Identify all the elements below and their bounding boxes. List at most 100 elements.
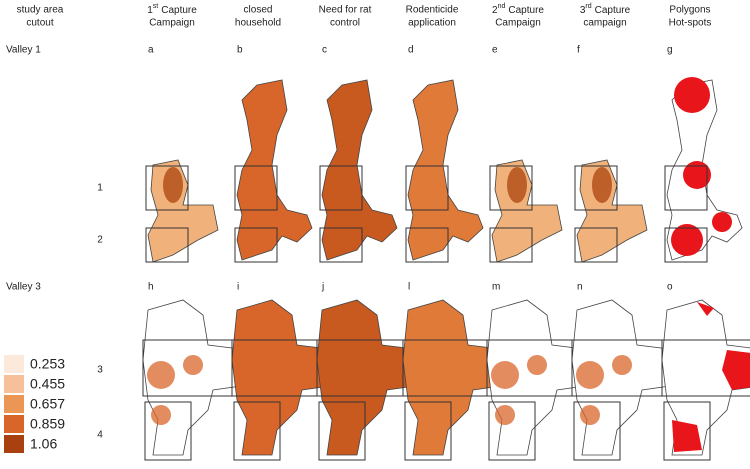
panel-letter: e bbox=[492, 45, 498, 56]
panel-letter: j bbox=[321, 282, 324, 293]
column-header: campaign bbox=[583, 18, 626, 29]
ordinal-suffix: rd bbox=[585, 3, 591, 10]
valley-label: Valley 3 bbox=[6, 282, 41, 293]
study-box bbox=[661, 339, 750, 397]
study-box bbox=[574, 165, 618, 211]
valley-label: Valley 1 bbox=[6, 45, 41, 56]
study-box bbox=[664, 227, 708, 263]
column-header: 1st Capture bbox=[147, 3, 197, 16]
column-header: Rodenticide bbox=[406, 5, 459, 16]
ordinal: 2 bbox=[492, 5, 498, 16]
study-box bbox=[234, 165, 278, 211]
legend-swatch bbox=[4, 375, 24, 393]
column-header: cutout bbox=[26, 18, 53, 29]
hot-spot bbox=[674, 77, 710, 113]
study-box bbox=[663, 401, 711, 461]
study-box bbox=[234, 227, 278, 263]
legend-swatch bbox=[4, 435, 24, 453]
density-blob bbox=[495, 405, 515, 425]
panel-letter: i bbox=[237, 282, 239, 293]
map-area bbox=[407, 79, 484, 261]
column-header: Hot-spots bbox=[669, 18, 712, 29]
column-header: Need for rat bbox=[319, 5, 372, 16]
column-header: 3rd Capture bbox=[580, 3, 631, 16]
map-area bbox=[321, 79, 398, 261]
panel-letter: m bbox=[492, 282, 500, 293]
density-blob bbox=[576, 361, 604, 389]
column-header: Campaign bbox=[149, 18, 195, 29]
density-blob bbox=[507, 167, 527, 203]
ordinal: 3 bbox=[580, 5, 586, 16]
density-blob bbox=[527, 355, 547, 375]
study-box bbox=[233, 401, 281, 461]
panel-letter: b bbox=[237, 45, 243, 56]
column-header: 2nd Capture bbox=[492, 3, 544, 16]
map-area bbox=[491, 159, 563, 263]
column-header: application bbox=[408, 18, 456, 29]
study-box bbox=[489, 227, 533, 263]
header-text: Capture bbox=[595, 5, 631, 16]
map-area bbox=[661, 299, 750, 456]
density-blob bbox=[491, 361, 519, 389]
area-label: 1 bbox=[97, 183, 103, 194]
legend-label: 0.253 bbox=[30, 356, 65, 372]
study-box bbox=[404, 401, 452, 461]
column-header: closed bbox=[244, 5, 273, 16]
map-area bbox=[402, 299, 509, 456]
legend-swatch bbox=[4, 415, 24, 433]
study-box bbox=[319, 165, 363, 211]
area-label: 3 bbox=[97, 365, 103, 376]
study-box bbox=[664, 165, 708, 211]
density-blob bbox=[151, 405, 171, 425]
map-area bbox=[236, 79, 313, 261]
panel-letter: f bbox=[577, 45, 580, 56]
density-blob bbox=[147, 361, 175, 389]
column-header: control bbox=[330, 18, 360, 29]
column-header: Polygons bbox=[669, 5, 710, 16]
area-label: 2 bbox=[97, 235, 103, 246]
study-box bbox=[573, 401, 621, 461]
ordinal: 1 bbox=[147, 5, 153, 16]
hot-spot bbox=[722, 350, 750, 390]
header-text: Capture bbox=[508, 5, 544, 16]
hot-spot bbox=[712, 212, 732, 232]
legend-label: 0.859 bbox=[30, 416, 65, 432]
hot-spot bbox=[671, 224, 703, 256]
ordinal-suffix: nd bbox=[498, 3, 506, 10]
map-area bbox=[576, 159, 648, 263]
density-blob bbox=[163, 167, 183, 203]
panel-letter: h bbox=[148, 282, 154, 293]
panel-letter: l bbox=[408, 282, 410, 293]
study-box bbox=[574, 227, 618, 263]
panel-letter: a bbox=[148, 45, 154, 56]
legend-label: 0.657 bbox=[30, 396, 65, 412]
hot-spot bbox=[683, 161, 711, 189]
ordinal-suffix: st bbox=[153, 3, 159, 10]
legend-swatch bbox=[4, 395, 24, 413]
legend-swatch bbox=[4, 355, 24, 373]
hot-spot bbox=[697, 302, 714, 316]
hot-spot bbox=[672, 420, 702, 452]
study-box bbox=[319, 227, 363, 263]
legend-label: 0.455 bbox=[30, 376, 65, 392]
legend-label: 1.06 bbox=[30, 436, 57, 452]
study-box bbox=[405, 165, 449, 211]
column-header: study area bbox=[17, 5, 64, 16]
study-box bbox=[405, 227, 449, 263]
density-blob bbox=[580, 405, 600, 425]
study-box bbox=[489, 165, 533, 211]
density-blob bbox=[592, 167, 612, 203]
study-box bbox=[145, 227, 189, 263]
map-area bbox=[316, 299, 423, 456]
panel-letter: o bbox=[667, 282, 673, 293]
column-header: household bbox=[235, 18, 281, 29]
study-box bbox=[488, 401, 536, 461]
study-box bbox=[145, 165, 189, 211]
panel-letter: n bbox=[577, 282, 583, 293]
area-label: 4 bbox=[97, 430, 103, 441]
study-box bbox=[144, 401, 192, 461]
density-blob bbox=[612, 355, 632, 375]
study-box bbox=[318, 401, 366, 461]
